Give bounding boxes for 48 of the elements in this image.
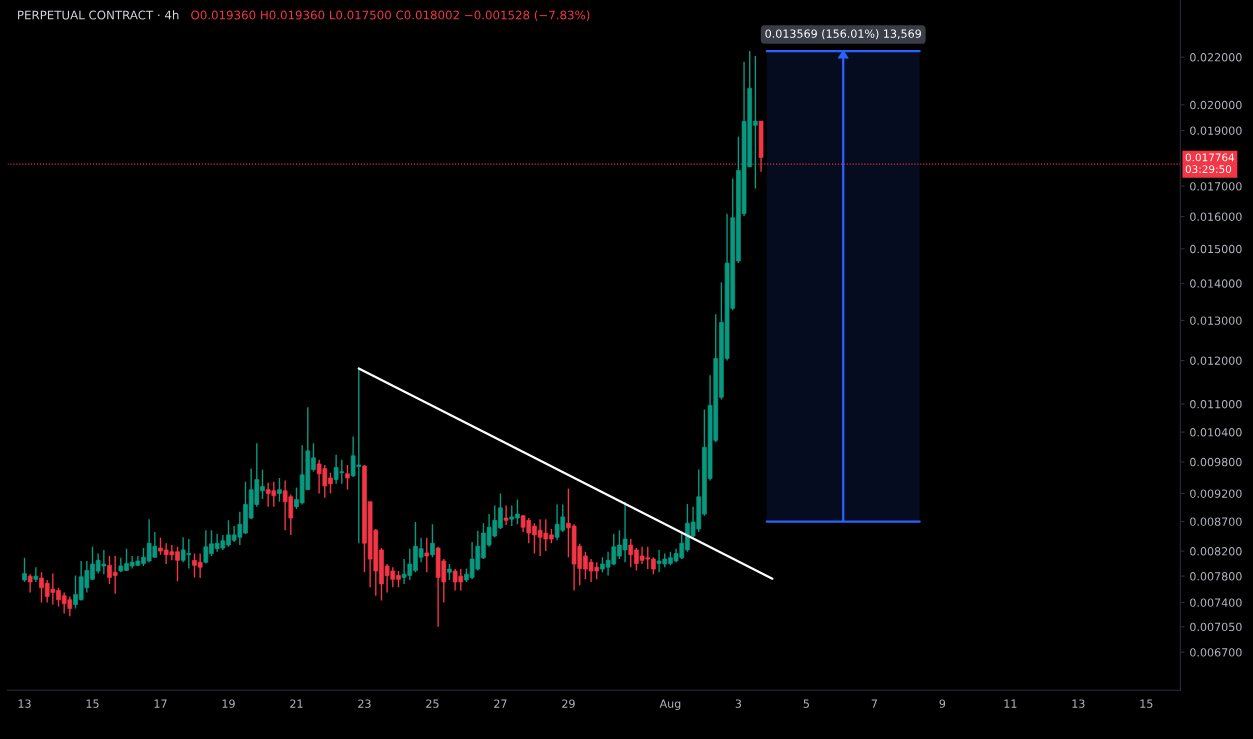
- x-tick-label: 29: [562, 699, 575, 708]
- y-tick-label: 0.007800: [1190, 572, 1242, 581]
- y-tick-label: 0.009200: [1190, 489, 1242, 498]
- x-tick-label: 11: [1004, 699, 1017, 708]
- y-tick-label: 0.017000: [1190, 182, 1242, 191]
- x-tick-label: 13: [18, 699, 31, 708]
- x-tick-label: 7: [871, 699, 877, 708]
- y-tick-label: 0.008700: [1190, 517, 1242, 526]
- y-tick-label: 0.013000: [1190, 316, 1242, 325]
- candlestick: [277, 477, 282, 503]
- y-tick-label: 0.006700: [1190, 648, 1242, 657]
- y-tick-label: 0.010400: [1190, 428, 1242, 437]
- x-tick-label: 9: [939, 699, 946, 708]
- x-tick-label: 21: [290, 699, 303, 708]
- candlestick: [345, 464, 350, 491]
- candlestick: [503, 504, 509, 526]
- candlestick: [424, 537, 430, 573]
- x-tick-label: 25: [426, 699, 439, 708]
- x-tick-label: 23: [358, 699, 371, 708]
- x-tick-label: Aug: [659, 699, 681, 711]
- x-tick-label: 5: [803, 699, 809, 708]
- y-tick-label: 0.008200: [1190, 547, 1242, 556]
- text: PERPETUAL CONTRACT · 4h: [18, 10, 179, 20]
- x-tick-label: 13: [1072, 699, 1085, 708]
- y-tick-label: 0.020000: [1190, 100, 1242, 110]
- y-tick-label: 0.007400: [1190, 598, 1242, 607]
- candlestick: [430, 523, 435, 558]
- x-tick-label: 15: [1140, 699, 1153, 708]
- ref-line-label: 0.017764 03:29:50: [1185, 153, 1235, 174]
- candlestick: [33, 566, 39, 583]
- y-tick-label: 0.016000: [1190, 212, 1242, 221]
- candlestick: [22, 557, 27, 583]
- y-tick-label: 0.007050: [1190, 622, 1242, 632]
- y-tick-label: 0.011000: [1190, 400, 1242, 409]
- y-tick-label: 0.014000: [1190, 279, 1242, 288]
- x-tick-label: 17: [154, 699, 167, 708]
- y-tick-label: 0.019000: [1190, 126, 1242, 135]
- candlestick: [27, 573, 33, 594]
- y-tick-label: 0.015000: [1190, 244, 1242, 254]
- text: O0.019360 H0.019360 L0.017500 C0.018002 −0.001528 (−7.83%): [191, 10, 590, 21]
- x-tick-label: 15: [86, 699, 99, 708]
- x-tick-label: 19: [222, 699, 235, 708]
- x-tick-label: 3: [735, 699, 742, 708]
- y-tick-label: 0.012000: [1190, 356, 1242, 365]
- annotation: 0.013569 (156.01%) 13,569: [765, 29, 921, 40]
- y-tick-label: 0.009800: [1190, 457, 1242, 467]
- y-tick-label: 0.022000: [1190, 53, 1242, 62]
- x-tick-label: 27: [494, 699, 507, 708]
